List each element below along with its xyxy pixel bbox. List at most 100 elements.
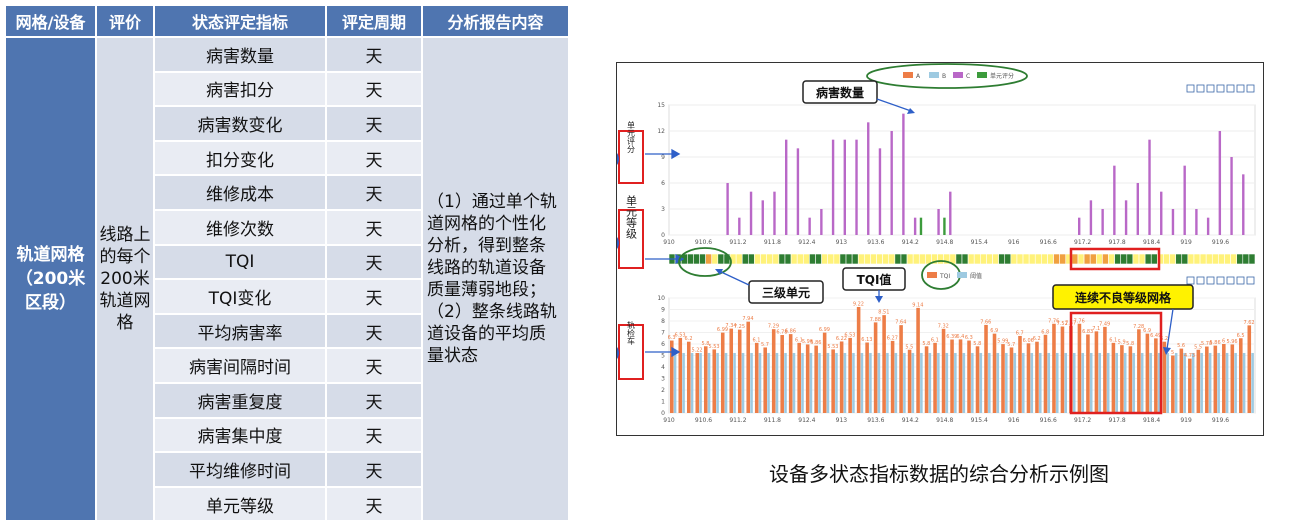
grade-cell bbox=[870, 253, 877, 265]
callout-level3: 三级单元 bbox=[762, 285, 810, 300]
tqi-value-label: 5.6 bbox=[1177, 343, 1185, 349]
threshold-bar bbox=[1055, 352, 1059, 413]
tqi-bar bbox=[839, 341, 844, 413]
level3-ellipse bbox=[678, 247, 732, 277]
callout-tqi-box bbox=[842, 267, 906, 291]
tqi-value-label: 5.99 bbox=[997, 339, 1008, 345]
tqi-value-label: 6.9 bbox=[990, 328, 998, 334]
tqi-x-tick-label: 917.2 bbox=[1074, 417, 1091, 424]
score-y-tick-label: 12 bbox=[657, 128, 665, 135]
period-cell: 天 bbox=[327, 107, 421, 140]
tqi-value-label: 6.3 bbox=[668, 335, 676, 341]
tqi-value-label: 9.22 bbox=[853, 301, 864, 307]
threshold-bar bbox=[818, 352, 821, 413]
tqi-bar bbox=[797, 342, 801, 413]
score-bar-c bbox=[1218, 131, 1222, 235]
score-y-tick-label: 0 bbox=[661, 232, 665, 239]
threshold-bar bbox=[1242, 352, 1246, 413]
legend-swatch-a bbox=[903, 72, 913, 78]
threshold-bar bbox=[1140, 352, 1144, 413]
tqi-bar bbox=[822, 332, 827, 413]
threshold-bar bbox=[1013, 352, 1017, 413]
score-x-tick-label: 917.2 bbox=[1074, 239, 1091, 246]
tqi-bar bbox=[950, 339, 954, 413]
threshold-bar bbox=[784, 352, 787, 413]
threshold-bar bbox=[673, 352, 677, 413]
indicator-cell: 病害数变化 bbox=[155, 107, 325, 140]
table-row: 病害重复度天 bbox=[6, 383, 568, 417]
grade-cell bbox=[1218, 253, 1225, 265]
grade-cell bbox=[906, 253, 914, 265]
grade-cell bbox=[888, 253, 896, 265]
tqi-bar bbox=[771, 329, 776, 413]
tqi-bar bbox=[1230, 344, 1235, 413]
threshold-bar bbox=[1157, 352, 1161, 413]
score-bar-c bbox=[1089, 200, 1093, 235]
tqi-bar bbox=[1120, 345, 1124, 413]
grid-label-line: 区段） bbox=[25, 293, 76, 314]
tqi-x-tick-label: 911.2 bbox=[729, 417, 746, 424]
score-bar-c bbox=[1195, 209, 1198, 235]
threshold-bar bbox=[843, 352, 847, 413]
tqi-value-label: 7.88 bbox=[870, 317, 881, 323]
score-x-tick-label: 911.2 bbox=[729, 239, 746, 246]
threshold-bar bbox=[1123, 352, 1127, 413]
callout-consecutive: 连续不良等级网格 bbox=[1075, 290, 1172, 305]
refresh-icon bbox=[1216, 276, 1225, 285]
tqi-value-label: 5.8 bbox=[1126, 341, 1134, 347]
score-bar-c bbox=[1171, 209, 1175, 235]
report-line: 道设备的平均质 bbox=[427, 324, 546, 345]
tqi-bar bbox=[1077, 323, 1082, 413]
callout-arrow-head bbox=[875, 296, 883, 303]
grade-cell bbox=[1205, 253, 1213, 265]
grade-cell bbox=[857, 253, 865, 265]
threshold-bar bbox=[894, 352, 898, 413]
grade-cell bbox=[748, 253, 755, 265]
zoom-icon bbox=[1196, 84, 1205, 93]
callout-arrow-head bbox=[907, 108, 915, 114]
grade-cell bbox=[918, 253, 926, 265]
tqi-bar bbox=[941, 328, 946, 413]
tqi-bar bbox=[814, 345, 818, 413]
tqi-value-label: 6.99 bbox=[717, 327, 728, 333]
tqi-value-label: 6.7 bbox=[1016, 330, 1024, 336]
crop-icon bbox=[1186, 84, 1195, 93]
threshold-bar bbox=[1174, 352, 1178, 413]
tqi-highlight-box bbox=[1069, 311, 1163, 415]
grade-cell bbox=[766, 253, 774, 265]
unit-grade-side-label: 单元等级 bbox=[625, 195, 638, 240]
track-label-box bbox=[618, 324, 644, 380]
period-cell: 天 bbox=[327, 349, 421, 382]
legend-highlight-ellipse bbox=[866, 63, 1028, 89]
tqi-bar bbox=[907, 349, 912, 413]
tqi-value-label: 5.96 bbox=[802, 339, 813, 345]
period-cell: 天 bbox=[327, 453, 421, 486]
score-bar-c bbox=[1101, 209, 1104, 235]
tqi-y-tick-label: 7 bbox=[661, 330, 665, 337]
grade-cell bbox=[705, 253, 713, 265]
callout-defect-count: 病害数量 bbox=[816, 85, 864, 100]
indicator-cell: TQI bbox=[155, 245, 325, 279]
bar-chart-icon bbox=[1236, 84, 1245, 93]
tqi-value-label: 5.96 bbox=[1226, 339, 1237, 345]
grade-cell bbox=[821, 253, 829, 265]
tqi-value-label: 6.2 bbox=[685, 336, 693, 342]
grade-cell bbox=[1047, 253, 1054, 265]
grade-cell bbox=[772, 253, 780, 265]
tqi-value-label: 7.64 bbox=[895, 320, 906, 326]
tqi-bar bbox=[899, 325, 903, 413]
table-row: 病害数变化天 bbox=[6, 107, 568, 140]
header-report: 分析报告内容 bbox=[423, 6, 568, 36]
threshold-bar bbox=[1115, 352, 1118, 413]
threshold-bar bbox=[877, 352, 881, 413]
tqi-bar bbox=[670, 340, 674, 413]
score-y-tick-label: 3 bbox=[661, 206, 665, 213]
chart-toolbar-bottom[interactable] bbox=[1186, 276, 1255, 285]
grade-cell bbox=[1150, 253, 1158, 265]
threshold-bar bbox=[758, 352, 762, 413]
tqi-value-label: 6.1 bbox=[931, 337, 939, 343]
tqi-value-label: 5.8 bbox=[702, 341, 710, 347]
score-x-tick-label: 914.2 bbox=[902, 239, 919, 246]
chart-toolbar-top[interactable] bbox=[1186, 84, 1255, 93]
